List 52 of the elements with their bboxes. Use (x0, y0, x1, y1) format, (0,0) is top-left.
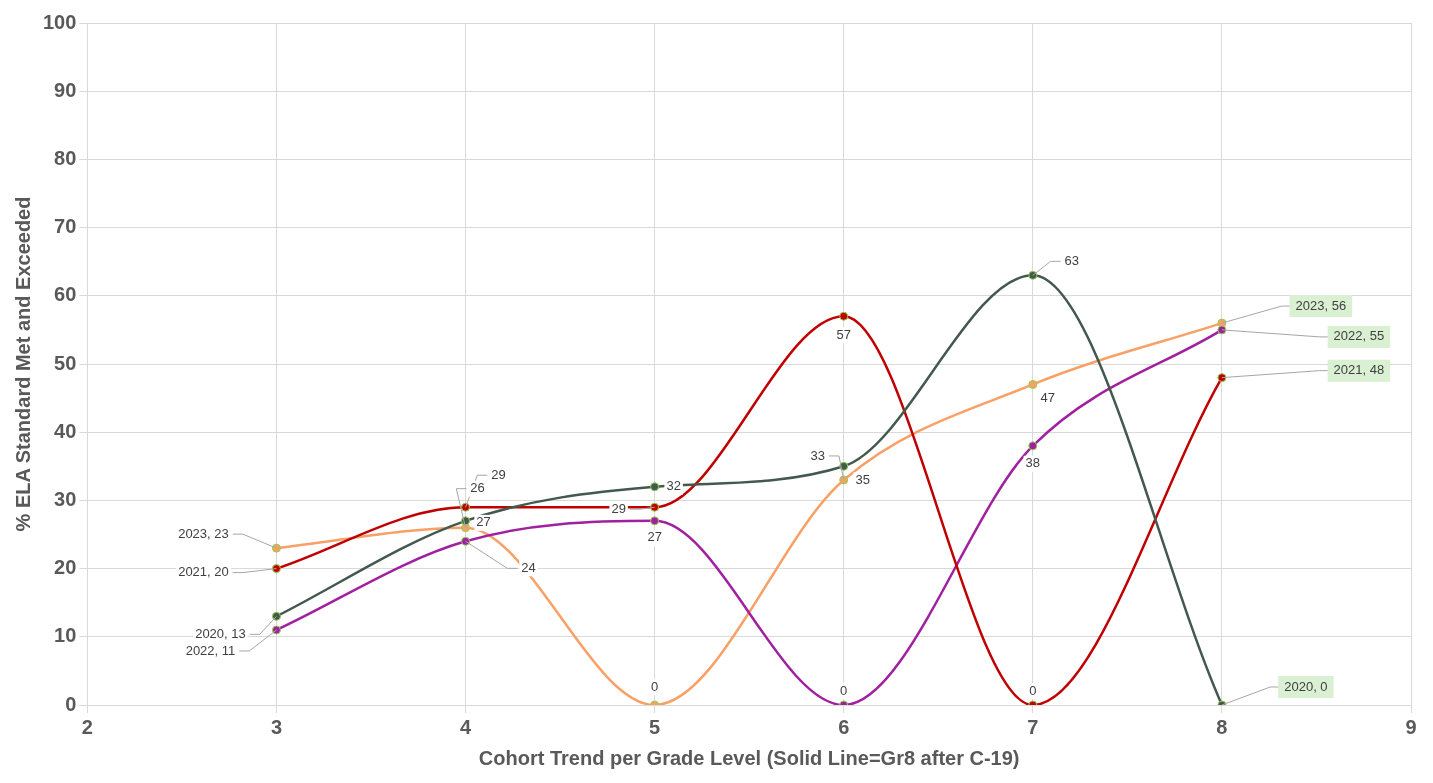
data-label: 35 (855, 471, 870, 487)
point (1028, 441, 1038, 451)
data-label: 2022, 55 (1333, 328, 1385, 344)
data-label: 57 (836, 326, 851, 342)
data-label: 2023, 56 (1295, 297, 1347, 313)
x-axis-title: Cohort Trend per Grade Level (Solid Line=Gr8 after C-19) (478, 746, 1020, 769)
x-tick-label: 6 (838, 715, 850, 738)
data-label: 33 (810, 447, 825, 463)
x-tick-label: 4 (459, 715, 472, 738)
point (839, 311, 849, 321)
y-tick-label: 0 (65, 692, 77, 715)
data-label: 2021, 20 (178, 564, 229, 580)
y-tick-label: 60 (54, 283, 77, 306)
data-label: 38 (1025, 455, 1041, 471)
y-tick-label: 20 (54, 556, 77, 579)
data-label: 27 (647, 529, 662, 545)
x-tick-label: 8 (1216, 715, 1228, 738)
data-label: 2020, 0 (1284, 678, 1328, 694)
x-tick-label: 9 (1405, 715, 1417, 738)
y-tick-label: 80 (54, 146, 77, 169)
data-label: 24 (521, 559, 536, 575)
x-tick-label: 5 (649, 715, 661, 738)
data-label: 0 (651, 678, 659, 694)
point (650, 502, 660, 512)
y-tick-label: 70 (54, 215, 77, 238)
data-label: 63 (1064, 252, 1080, 268)
y-tick-label: 30 (54, 487, 77, 510)
data-label: 2020, 13 (195, 625, 246, 641)
x-tick-label: 7 (1027, 715, 1039, 738)
y-tick-label: 50 (54, 351, 77, 374)
data-label: 32 (666, 478, 681, 494)
y-tick-label: 100 (42, 10, 77, 33)
y-tick-label: 90 (54, 78, 77, 101)
data-label: 29 (491, 466, 506, 482)
point (1028, 379, 1038, 389)
data-label: 2023, 23 (178, 525, 229, 541)
data-label: 29 (611, 500, 626, 516)
data-label: 26 (470, 480, 485, 496)
data-label: 0 (1029, 682, 1037, 698)
y-tick-label: 40 (54, 419, 77, 442)
data-label: 2022, 11 (185, 642, 236, 658)
data-label: 47 (1040, 390, 1056, 406)
data-label: 2021, 48 (1333, 362, 1385, 378)
point (650, 482, 660, 492)
point (650, 516, 660, 526)
x-tick-label: 3 (270, 715, 283, 738)
y-tick-label: 10 (54, 624, 77, 647)
y-axis-title: % ELA Standard Met and Exceeded (11, 196, 34, 532)
data-label: 27 (476, 514, 491, 530)
data-label: 0 (840, 682, 848, 698)
x-tick-label: 2 (81, 715, 93, 738)
point (1217, 373, 1227, 383)
